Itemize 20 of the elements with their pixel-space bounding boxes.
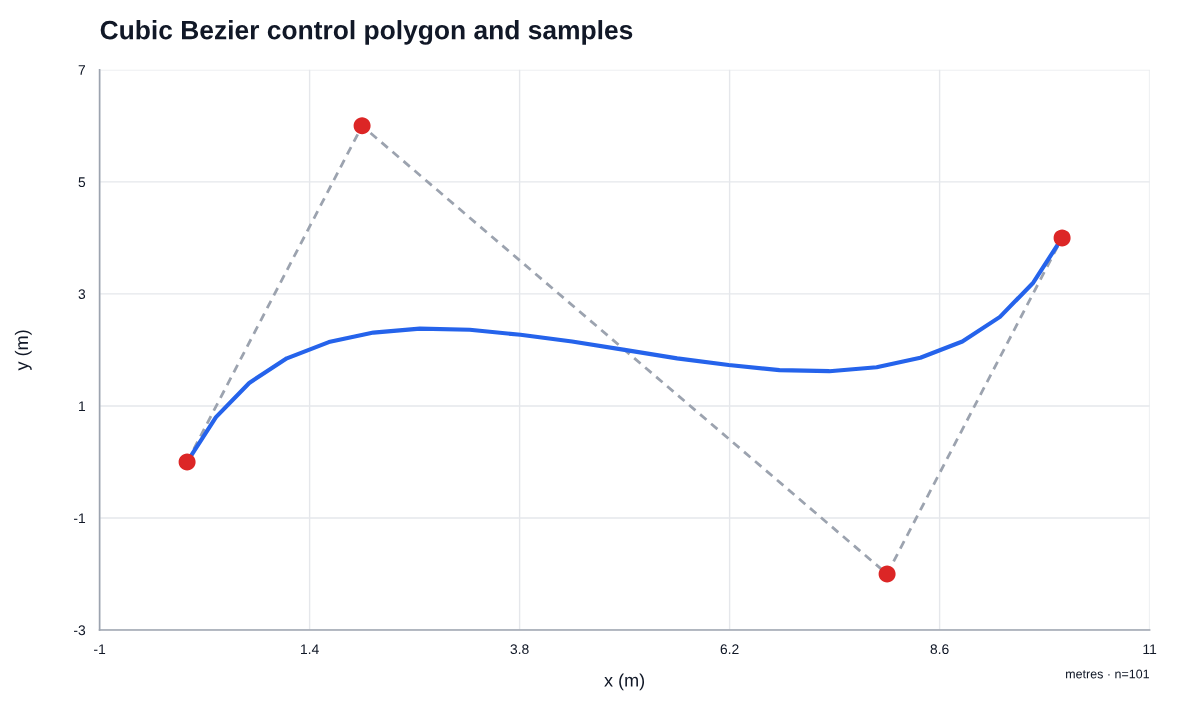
x-axis-title: x (m)	[604, 673, 645, 691]
y-tick-label: 7	[78, 65, 86, 75]
y-tick-label: -1	[73, 513, 86, 523]
y-tick-label: -3	[73, 625, 86, 636]
x-tick-label: 3.8	[510, 644, 529, 655]
point	[1053, 229, 1071, 247]
x-tick-label: -1	[94, 644, 106, 654]
y-tick-label: 5	[78, 177, 86, 188]
x-tick-label: 6.2	[720, 644, 739, 655]
point	[878, 565, 896, 583]
text: metres · n=101	[1066, 669, 1149, 679]
x-tick-label: 1.4	[301, 644, 319, 654]
y-axis-title: y (m)	[14, 330, 32, 371]
point	[353, 117, 371, 135]
y-tick-label: 3	[78, 289, 86, 300]
y-tick-label: 1	[79, 401, 86, 411]
point	[178, 453, 196, 471]
x-tick-label: 11	[1143, 644, 1157, 654]
chart-title: Cubic Bezier control polygon and samples	[100, 20, 633, 45]
x-tick-label: 8.6	[930, 644, 949, 655]
